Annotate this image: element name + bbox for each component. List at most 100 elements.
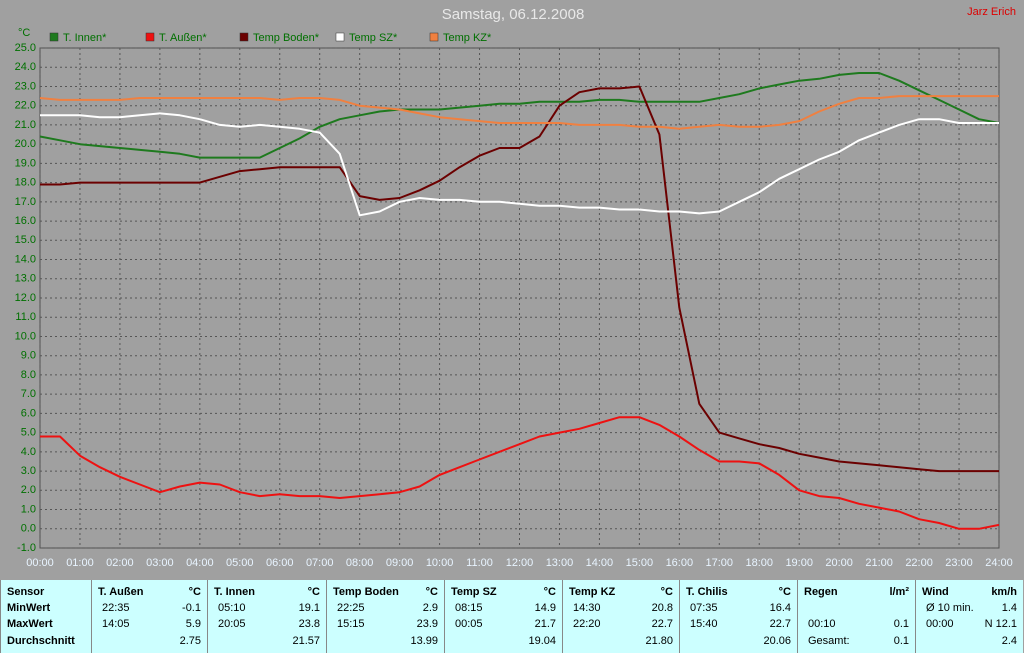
cell-value: 21.7	[534, 618, 556, 630]
row-label: Durchschnitt	[7, 635, 75, 647]
y-tick-label: 20.0	[15, 138, 36, 150]
x-tick-label: 21:00	[865, 557, 893, 569]
y-tick-label: 0.0	[21, 523, 36, 535]
cell-time: 14:05	[102, 618, 130, 630]
legend-label: Temp Boden*	[253, 32, 320, 44]
legend-label: Temp KZ*	[443, 32, 492, 44]
cell-value: 14.9	[534, 602, 556, 614]
column-unit: °C	[660, 586, 673, 598]
legend-swatch	[49, 32, 59, 42]
cell-value: 0.1	[893, 618, 909, 630]
x-tick-label: 22:00	[905, 557, 933, 569]
x-tick-label: 14:00	[586, 557, 614, 569]
column-unit: l/m²	[889, 586, 909, 598]
y-tick-label: 7.0	[21, 388, 36, 400]
cell-value: 20.06	[763, 635, 791, 647]
legend-swatch	[335, 32, 345, 42]
y-tick-label: 16.0	[15, 215, 36, 227]
x-tick-label: 17:00	[706, 557, 734, 569]
x-tick-label: 05:00	[226, 557, 254, 569]
row-label: MaxWert	[7, 618, 53, 630]
cell-value: 0.1	[893, 635, 909, 647]
column-name: Temp Boden	[333, 586, 399, 598]
cell-time: 22:25	[337, 602, 365, 614]
cell-value: -0.1	[182, 602, 201, 614]
row-label: Sensor	[7, 586, 45, 598]
x-tick-label: 12:00	[506, 557, 534, 569]
y-tick-label: 22.0	[15, 100, 36, 112]
cell-time: 14:30	[573, 602, 601, 614]
column-name: Regen	[804, 586, 838, 598]
cell-time: 00:10	[808, 618, 836, 630]
x-tick-label: 01:00	[66, 557, 94, 569]
x-tick-label: 00:00	[26, 557, 54, 569]
x-tick-label: 02:00	[106, 557, 134, 569]
x-tick-label: 07:00	[306, 557, 334, 569]
x-tick-label: 16:00	[666, 557, 694, 569]
cell-value: 16.4	[769, 602, 791, 614]
series-line	[40, 85, 999, 473]
y-tick-label: 5.0	[21, 427, 36, 439]
cell-time: Gesamt:	[808, 635, 850, 647]
cell-value: 1.4	[1001, 602, 1017, 614]
cell-time: 00:05	[455, 618, 483, 630]
y-tick-label: 15.0	[15, 234, 36, 246]
column-unit: °C	[543, 586, 556, 598]
cell-value: 2.75	[179, 635, 201, 647]
chart-title: Samstag, 06.12.2008	[442, 6, 585, 23]
x-tick-label: 09:00	[386, 557, 414, 569]
cell-value: 19.04	[528, 635, 556, 647]
y-tick-label: 21.0	[15, 119, 36, 131]
cell-time: 22:35	[102, 602, 130, 614]
table-column: Wind km/h Ø 10 min. 1.4 00:00 N 12.1 2.4	[915, 580, 1023, 653]
cell-value: 21.57	[292, 635, 320, 647]
x-tick-label: 03:00	[146, 557, 174, 569]
x-tick-label: 04:00	[186, 557, 214, 569]
x-tick-label: 10:00	[426, 557, 454, 569]
chart: Samstag, 06.12.2008 Jarz Erich °C -1.0 0.…	[15, 6, 1016, 569]
cell-time: 05:10	[218, 602, 246, 614]
table-column: T. Innen °C 05:10 19.1 20:05 23.8 21.57	[207, 580, 326, 653]
column-name: Temp KZ	[569, 586, 616, 598]
column-name: T. Chilis	[686, 586, 728, 598]
series-line	[40, 112, 999, 217]
cell-time: 15:40	[690, 618, 718, 630]
series-line	[39, 72, 1000, 159]
y-tick-label: 24.0	[15, 61, 36, 73]
cell-time: Ø 10 min.	[926, 602, 974, 614]
column-name: Wind	[922, 586, 949, 598]
cell-value: 2.9	[422, 602, 438, 614]
cell-time: 20:05	[218, 618, 246, 630]
x-tick-label: 23:00	[945, 557, 973, 569]
y-tick-label: 18.0	[15, 177, 36, 189]
y-tick-label: 9.0	[21, 350, 36, 362]
author: Jarz Erich	[967, 6, 1016, 18]
legend-swatch	[429, 32, 439, 42]
y-tick-label: 11.0	[15, 311, 36, 323]
table-column: Temp KZ °C 14:30 20.8 22:20 22.7 21.80	[562, 580, 679, 653]
cell-value: 22.7	[651, 618, 673, 630]
y-tick-label: 17.0	[15, 196, 36, 208]
y-tick-label: 4.0	[21, 446, 36, 458]
y-tick-label: 25.0	[15, 42, 36, 54]
column-unit: °C	[307, 586, 320, 598]
table-column: Temp Boden °C 22:25 2.9 15:15 23.9 13.99	[326, 580, 444, 653]
x-tick-label: 18:00	[745, 557, 773, 569]
column-unit: °C	[778, 586, 791, 598]
cell-value: 19.1	[298, 602, 320, 614]
cell-value: 5.9	[185, 618, 201, 630]
x-tick-label: 20:00	[825, 557, 853, 569]
y-tick-label: 6.0	[21, 407, 36, 419]
y-tick-label: 19.0	[15, 157, 36, 169]
cell-value: 20.8	[651, 602, 673, 614]
y-tick-label: 1.0	[21, 503, 36, 515]
cell-value: 2.4	[1001, 635, 1017, 647]
cell-value: 23.9	[416, 618, 438, 630]
x-tick-label: 15:00	[626, 557, 654, 569]
stats-table: Sensor MinWert MaxWert Durchschnitt T. Außen…	[0, 580, 1023, 653]
y-tick-label: 2.0	[21, 484, 36, 496]
column-name: Temp SZ	[451, 586, 497, 598]
table-column: T. Chilis °C 07:35 16.4 15:40 22.7 20.06	[679, 580, 797, 653]
y-tick-label: 3.0	[21, 465, 36, 477]
